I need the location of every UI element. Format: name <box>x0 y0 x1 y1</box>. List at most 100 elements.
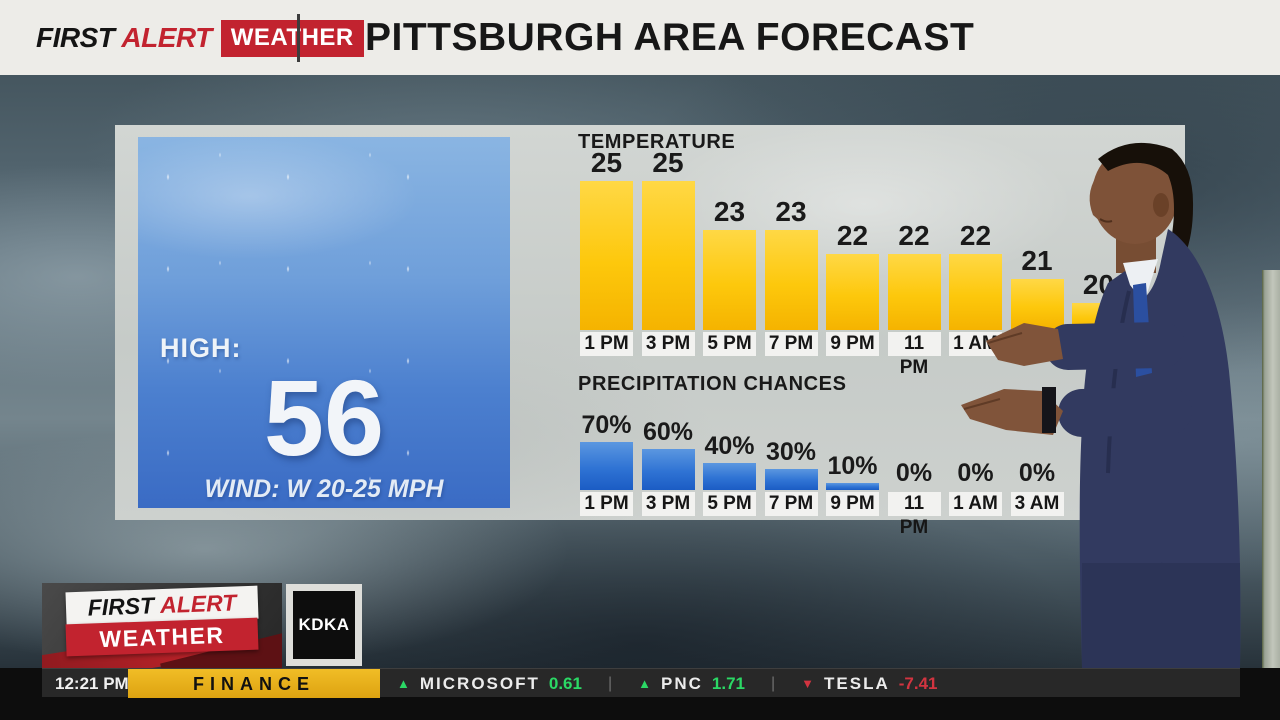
ticker-strip: 12:21 PM FINANCE ▲ MICROSOFT 0.61 | ▲ PNC 1.71… <box>0 668 1280 720</box>
bar-value-label: 0% <box>895 459 933 487</box>
bar-value-label: 70% <box>581 411 632 439</box>
temp-bar <box>580 181 633 330</box>
precip-bar-group: 0% 3 AM <box>1010 410 1064 516</box>
ticker-category: FINANCE <box>128 669 380 698</box>
time-chip: 7 PM <box>764 332 818 356</box>
temp-bar <box>703 230 756 330</box>
high-value: 56 <box>263 357 385 478</box>
precip-bar <box>580 442 633 490</box>
temp-bar-group: 25 3 PM <box>641 147 695 356</box>
header-divider <box>297 14 300 62</box>
time-chip: 3 AM <box>1010 492 1064 516</box>
precip-bar-group: 0% 11 PM <box>887 410 941 538</box>
time-chip: 3 PM <box>641 492 695 516</box>
bar-value-label: 22 <box>898 220 930 251</box>
stock-symbol: MICROSOFT <box>419 673 540 693</box>
ticker-band: 12:21 PM FINANCE ▲ MICROSOFT 0.61 | ▲ PNC 1.71… <box>42 668 1240 698</box>
precip-chart-title: PRECIPITATION CHANCES <box>578 373 847 395</box>
bar-value-label: 0% <box>957 459 994 487</box>
wind-text: WIND: W 20-25 MPH <box>204 475 444 503</box>
stock-change: -7.41 <box>898 673 938 693</box>
bar-value-label: 40% <box>704 432 755 460</box>
time-chip: 7 PM <box>764 492 818 516</box>
temp-bar <box>1010 279 1064 330</box>
temp-bar-group: 22 1 AM <box>949 150 1002 356</box>
temp-bar <box>949 254 1002 330</box>
time-chip: 3 PM <box>641 332 695 356</box>
brand-first: FIRST <box>36 22 115 53</box>
temp-bar-group: 23 7 PM <box>764 150 818 356</box>
temp-bar <box>887 254 941 330</box>
bug-weather-band: WEATHER <box>65 617 259 657</box>
bar-value-label: 22 <box>959 220 992 251</box>
stock-quote-pnc: ▲ PNC 1.71 <box>638 674 745 694</box>
bar-value-label: 10% <box>827 452 878 480</box>
stock-quote-tesla: ▼ TESLA -7.41 <box>801 674 937 694</box>
up-triangle-icon: ▲ <box>397 676 410 691</box>
time-chip: 1 PM <box>580 332 633 356</box>
stock-symbol: PNC <box>661 673 703 693</box>
temp-bar-group: 23 5 PM <box>703 150 756 356</box>
time-chip: 11 PM <box>887 332 941 378</box>
up-triangle-icon: ▲ <box>638 676 651 691</box>
precip-bar-group: 10% 9 PM <box>826 410 879 516</box>
first-alert-weather-bug: FIRST ALERT WEATHER <box>42 583 282 668</box>
weather-presenter <box>961 142 1241 668</box>
temp-bar <box>826 254 879 330</box>
kdka-text: KDKA <box>298 615 350 634</box>
brand-weather: WEATHER <box>220 19 364 57</box>
precip-bar <box>641 449 695 490</box>
stock-symbol: TESLA <box>824 673 890 693</box>
precip-bar-group: 70% 1 PM <box>580 410 633 516</box>
temp-bar-group: 21 <box>1010 150 1064 356</box>
bug-alert: ALERT <box>159 589 237 619</box>
time-chip: 1 AM <box>949 492 1002 516</box>
kdka-logo: KDKA <box>286 584 362 666</box>
precip-bar <box>703 463 756 490</box>
bar-value-label: 60% <box>642 418 694 446</box>
bar-value-label: 30% <box>765 438 817 466</box>
time-chip: 5 PM <box>703 492 756 516</box>
temp-bar-group: 25 1 PM <box>580 147 633 356</box>
bar-value-label: 23 <box>713 196 746 227</box>
studio-monitor-edge <box>1262 270 1280 668</box>
temperature-chart-title: TEMPERATURE <box>578 131 736 153</box>
precip-bar-group: 60% 3 PM <box>641 410 695 516</box>
ticker-divider: | <box>607 674 613 692</box>
time-chip: 1 PM <box>580 492 633 516</box>
temp-bar-group: 22 11 PM <box>887 150 941 378</box>
header-banner: FIRST ALERT WEATHER PITTSBURGH AREA FORE… <box>0 0 1280 75</box>
brand-alert: ALERT <box>121 22 212 53</box>
page-title: PITTSBURGH AREA FORECAST <box>365 16 975 59</box>
time-chip: 9 PM <box>826 332 879 356</box>
ticker-divider: | <box>771 674 776 692</box>
first-alert-weather-logo: FIRST ALERT WEATHER <box>36 19 364 57</box>
temp-bar-group: 22 9 PM <box>826 150 879 356</box>
bug-weather: WEATHER <box>99 621 225 652</box>
bar-value-label: 25 <box>590 147 623 178</box>
bar-value-label: 25 <box>652 147 684 178</box>
stock-change: 1.71 <box>711 673 745 693</box>
studio-video: HIGH: 56 WIND: W 20-25 MPH TEMPERATURE 2… <box>0 75 1280 668</box>
precip-bar <box>826 483 879 490</box>
high-label: HIGH: <box>160 333 242 363</box>
temperature-chart: 25 1 PM 25 3 PM 23 5 PM 23 7 PM 22 9 PM 22 11 PM 22 1… <box>580 147 1140 378</box>
high-temp-card: HIGH: 56 WIND: W 20-25 MPH <box>138 137 510 508</box>
bar-value-label: 0% <box>1018 459 1056 487</box>
precip-bar-group: 0% 1 AM <box>949 410 1002 516</box>
precip-bar <box>764 469 818 490</box>
bar-value-label: 22 <box>836 220 869 251</box>
bar-value-label: 23 <box>775 196 807 227</box>
kdka-logo-inner: KDKA <box>293 591 355 659</box>
temp-bar <box>641 181 695 330</box>
time-chip: 9 PM <box>826 492 879 516</box>
stock-quotes: ▲ MICROSOFT 0.61 | ▲ PNC 1.71 | ▼ TESLA -7.41 <box>397 669 938 698</box>
precipitation-chart: 70% 1 PM 60% 3 PM 40% 5 PM 30% 7 PM 10% 9 PM 0% 11 … <box>580 410 1140 538</box>
time-chip: 11 PM <box>887 492 941 538</box>
stock-change: 0.61 <box>548 673 582 693</box>
precip-bar-group: 40% 5 PM <box>703 410 756 516</box>
time-chip: 5 PM <box>703 332 756 356</box>
ticker-clock: 12:21 PM <box>55 674 129 693</box>
temp-bar <box>764 230 818 330</box>
